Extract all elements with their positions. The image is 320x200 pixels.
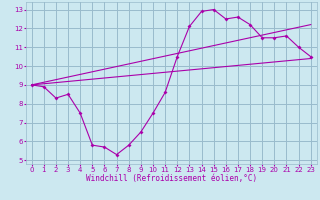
X-axis label: Windchill (Refroidissement éolien,°C): Windchill (Refroidissement éolien,°C) (86, 174, 257, 183)
